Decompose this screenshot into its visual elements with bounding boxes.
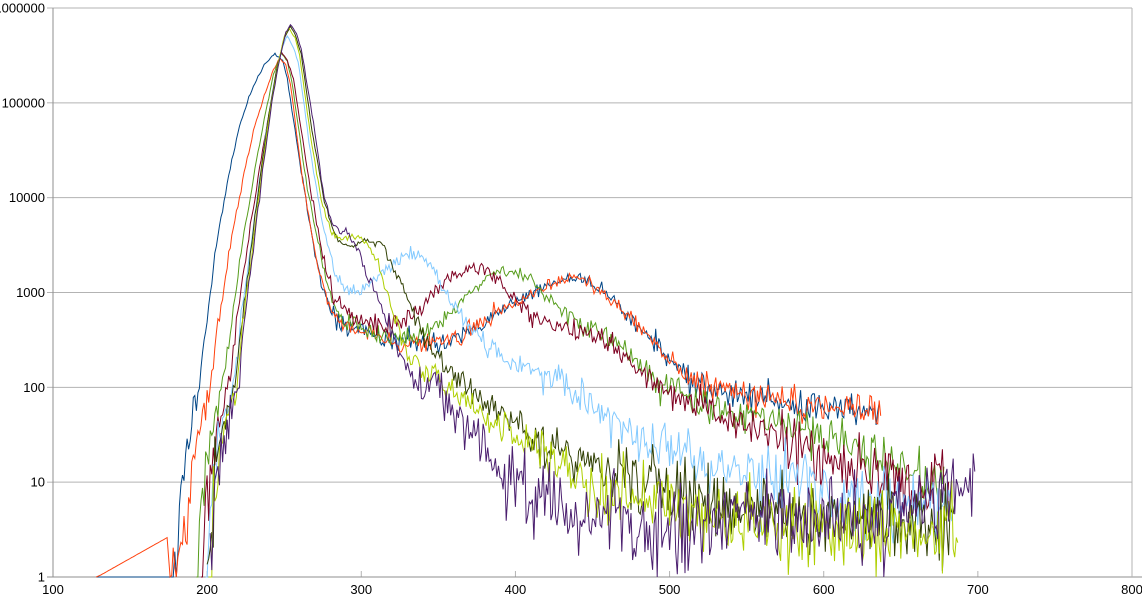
x-axis-tick-label: 300 — [350, 582, 372, 597]
x-axis-tick-label: 100 — [42, 582, 64, 597]
y-axis-tick-label: 100000 — [2, 95, 45, 110]
x-axis-tick-label: 700 — [967, 582, 989, 597]
series-line-series-5-light-blue — [205, 35, 953, 578]
y-axis-tick-label: 1000 — [16, 285, 45, 300]
series-line-series-2-orange-red — [95, 58, 882, 579]
series-line-series-1-dark-blue — [96, 52, 880, 578]
x-axis-tick-label: 600 — [813, 582, 835, 597]
x-axis-tick-label: 800 — [1121, 582, 1142, 597]
x-axis-tick-label: 400 — [505, 582, 527, 597]
axes-group — [47, 8, 1142, 578]
series-lines-group — [95, 23, 976, 579]
y-axis-tick-label: 10000 — [9, 190, 45, 205]
x-axis-tick-label: 500 — [659, 582, 681, 597]
y-axis-tick-label: 100 — [23, 380, 45, 395]
series-line-series-7-yellow-green — [208, 27, 959, 578]
series-line-series-8-dark-purple — [209, 23, 976, 578]
series-line-series-3-green — [196, 52, 945, 578]
x-axis-labels-group: 100 200 300 400 500 600 700 800 — [42, 582, 1142, 597]
x-axis-tick-label: 200 — [196, 582, 218, 597]
y-axis-tick-label: 10 — [31, 475, 45, 490]
series-line-series-4-dark-red — [201, 50, 950, 578]
y-axis-tick-label: 1 — [38, 570, 45, 585]
series-line-series-6-dark-olive — [206, 24, 956, 572]
